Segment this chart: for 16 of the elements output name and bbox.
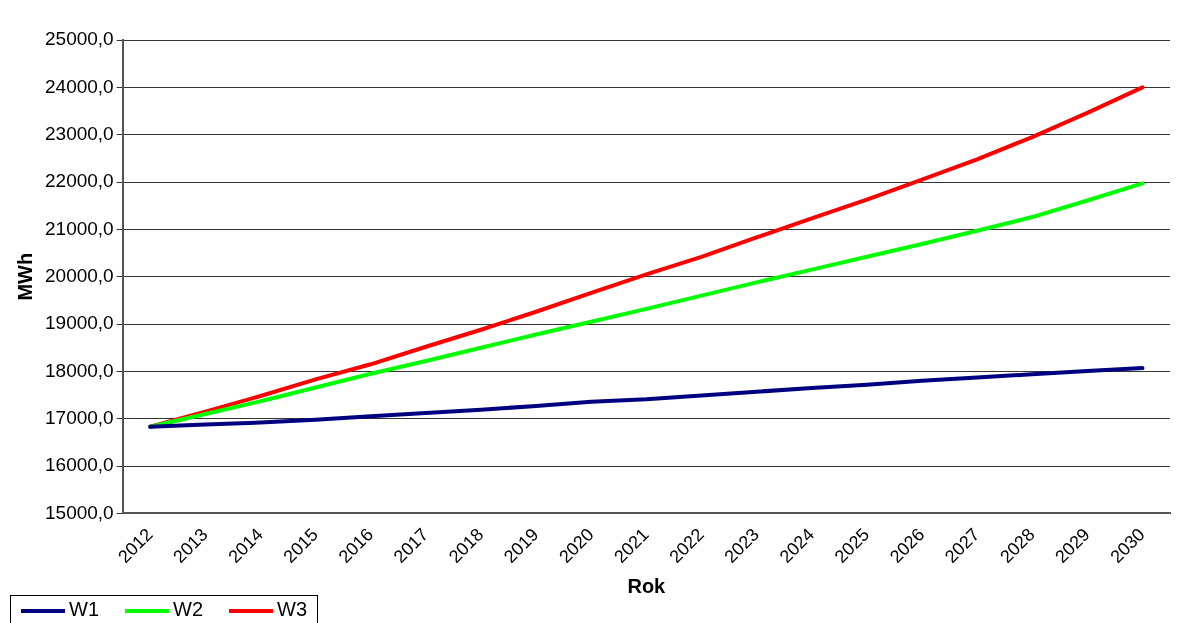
- y-tick-label: 20000,0: [44, 264, 114, 286]
- y-tick-label: 25000,0: [44, 28, 114, 50]
- y-tick-label: 15000,0: [44, 501, 114, 523]
- y-tick-label: 18000,0: [44, 359, 114, 381]
- y-tick-label: 24000,0: [44, 75, 114, 97]
- x-axis-title: Rok: [627, 574, 667, 597]
- legend-label: W1: [68, 598, 99, 621]
- y-tick-label: 21000,0: [44, 217, 114, 239]
- y-tick-label: 16000,0: [44, 454, 114, 476]
- legend-label: W3: [276, 598, 307, 621]
- y-tick-label: 22000,0: [44, 170, 114, 192]
- legend-label: W2: [172, 598, 203, 621]
- y-tick-label: 23000,0: [44, 122, 114, 144]
- y-axis-title: MWh: [13, 252, 36, 301]
- y-tick-label: 19000,0: [44, 312, 114, 334]
- y-tick-label: 17000,0: [44, 406, 114, 428]
